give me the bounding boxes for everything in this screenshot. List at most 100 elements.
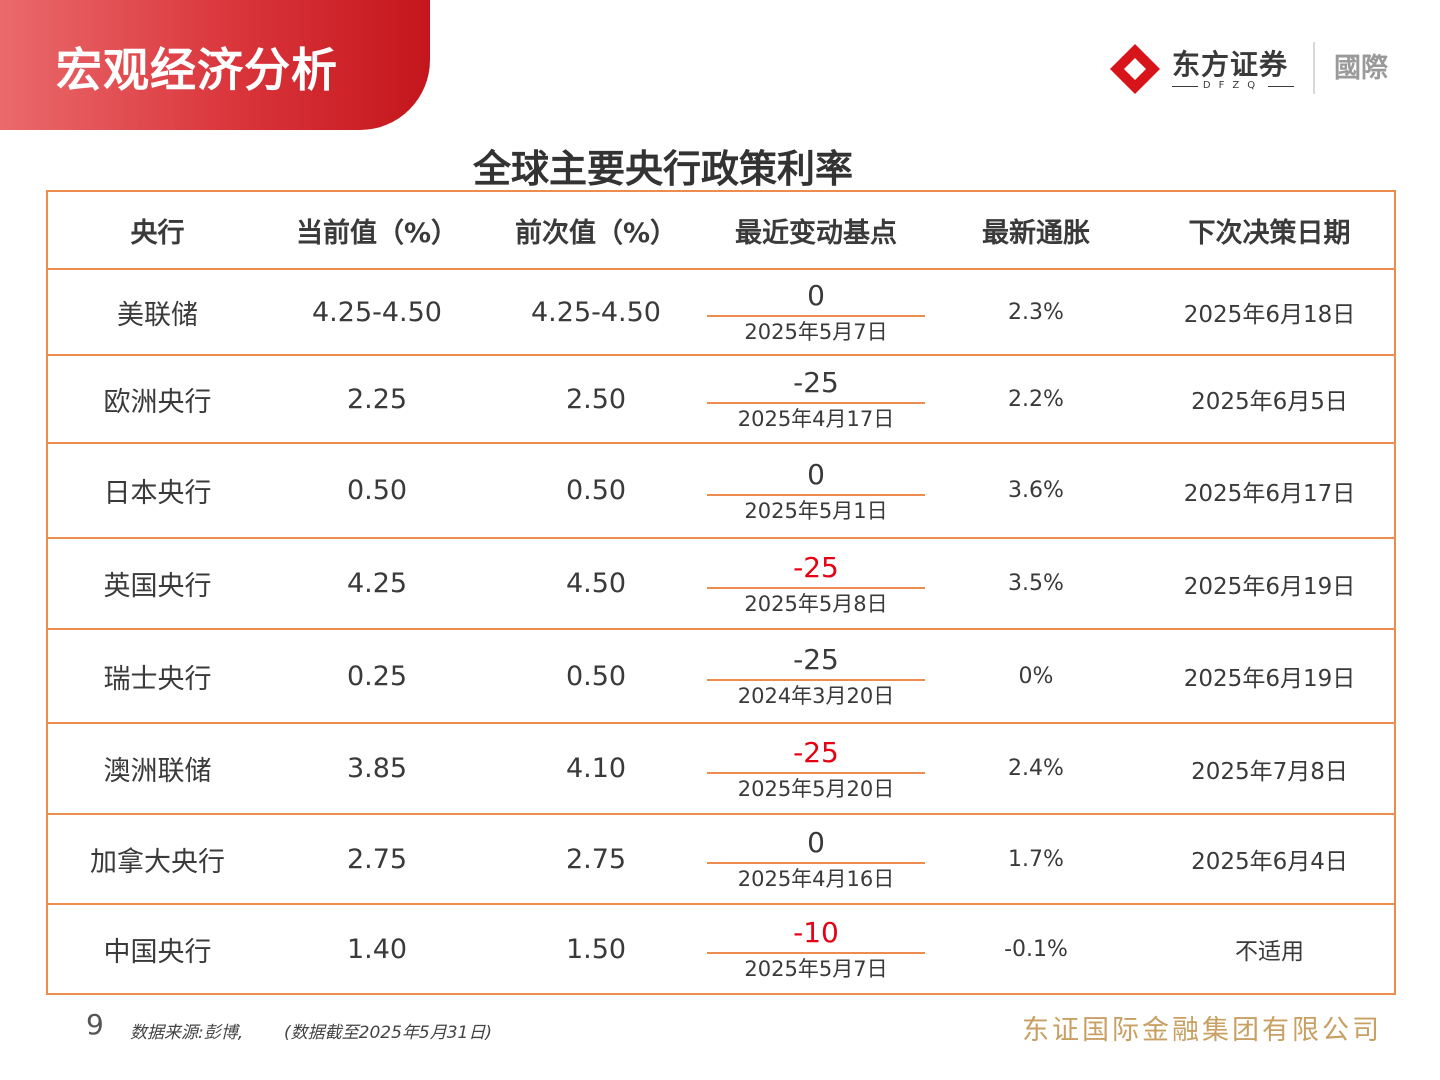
company-name: 东证国际金融集团有限公司 (1022, 1015, 1382, 1046)
banner-title: 宏观经济分析 (56, 43, 338, 97)
logo-international: 國際 (1334, 53, 1388, 84)
diamond-logo-icon (1110, 44, 1160, 94)
change-bp: -25 (793, 643, 839, 676)
next-decision-date: 2025年6月19日 (1145, 537, 1396, 630)
next-decision-date: 2025年6月19日 (1145, 628, 1396, 724)
column-header-change: 最近变动基点 (705, 190, 927, 270)
previous-rate: 0.50 (487, 442, 705, 539)
recent-change-cell: -25 2024年3月20日 (705, 628, 927, 724)
latest-inflation: 3.5% (927, 537, 1145, 630)
current-rate: 3.85 (267, 722, 487, 815)
change-divider (707, 493, 925, 496)
change-date: 2025年4月16日 (737, 867, 895, 891)
change-date: 2025年5月7日 (744, 957, 888, 981)
bank-name: 瑞士央行 (46, 628, 267, 724)
change-date: 2025年4月17日 (737, 407, 895, 431)
column-header-next-date: 下次决策日期 (1145, 190, 1396, 270)
current-rate: 1.40 (267, 903, 487, 995)
change-divider (707, 952, 925, 954)
recent-change-cell: 0 2025年5月1日 (705, 442, 927, 539)
page-number: 9 (86, 1008, 104, 1041)
table-title: 全球主要央行政策利率 (472, 147, 853, 191)
bank-name: 加拿大央行 (46, 813, 267, 905)
change-date: 2025年5月8日 (744, 591, 888, 616)
bank-name: 澳洲联储 (46, 722, 267, 815)
table-row: 美联储 4.25-4.50 4.25-4.50 0 2025年5月7日 2.3%… (46, 268, 1396, 356)
current-rate: 0.50 (267, 442, 487, 539)
previous-rate: 4.10 (487, 722, 705, 815)
next-decision-date: 不适用 (1145, 903, 1396, 995)
next-decision-date: 2025年6月4日 (1145, 813, 1396, 905)
recent-change-cell: -25 2025年5月8日 (705, 537, 927, 630)
latest-inflation: 0% (927, 628, 1145, 724)
table-row: 加拿大央行 2.75 2.75 0 2025年4月16日 1.7% 2025年6… (46, 813, 1396, 905)
current-rate: 2.75 (267, 813, 487, 905)
column-header-inflation: 最新通胀 (927, 190, 1145, 270)
latest-inflation: 2.2% (927, 354, 1145, 444)
previous-rate: 2.75 (487, 813, 705, 905)
previous-rate: 4.25-4.50 (487, 268, 705, 356)
table-header-row: 央行 当前值（%） 前次值（%） 最近变动基点 最新通胀 下次决策日期 (46, 190, 1396, 270)
latest-inflation: 2.4% (927, 722, 1145, 815)
header-banner: 宏观经济分析 (0, 0, 430, 130)
table-row: 中国央行 1.40 1.50 -10 2025年5月7日 -0.1% 不适用 (46, 903, 1396, 995)
current-rate: 2.25 (267, 354, 487, 444)
recent-change-cell: -10 2025年5月7日 (705, 903, 927, 995)
column-header-current: 当前值（%） (267, 190, 487, 270)
change-date: 2024年3月20日 (737, 684, 895, 708)
bank-name: 中国央行 (46, 903, 267, 995)
policy-rate-table: 央行 当前值（%） 前次值（%） 最近变动基点 最新通胀 下次决策日期 美联储 … (46, 190, 1396, 995)
logo-rule-right (1268, 86, 1294, 87)
change-divider (707, 862, 925, 864)
bank-name: 英国央行 (46, 537, 267, 630)
change-divider (707, 402, 925, 404)
change-bp: 0 (807, 457, 825, 491)
next-decision-date: 2025年6月5日 (1145, 354, 1396, 444)
latest-inflation: 1.7% (927, 813, 1145, 905)
change-bp: 0 (807, 279, 825, 312)
logo-rule-left (1172, 86, 1198, 87)
table-row: 英国央行 4.25 4.50 -25 2025年5月8日 3.5% 2025年6… (46, 537, 1396, 630)
table-row: 欧洲央行 2.25 2.50 -25 2025年4月17日 2.2% 2025年… (46, 354, 1396, 444)
change-bp: -10 (793, 916, 839, 949)
current-rate: 4.25 (267, 537, 487, 630)
current-rate: 4.25-4.50 (267, 268, 487, 356)
data-source-note: 数据来源:彭博, (130, 1023, 244, 1043)
next-decision-date: 2025年7月8日 (1145, 722, 1396, 815)
logo-name: 东方证券 (1172, 48, 1289, 81)
next-decision-date: 2025年6月18日 (1145, 268, 1396, 356)
latest-inflation: 2.3% (927, 268, 1145, 356)
change-divider (707, 679, 925, 681)
table-row: 瑞士央行 0.25 0.50 -25 2024年3月20日 0% 2025年6月… (46, 628, 1396, 724)
latest-inflation: 3.6% (927, 442, 1145, 539)
logo-divider (1313, 42, 1315, 94)
logo-subtitle: DFZQ (1202, 80, 1264, 91)
company-logo: 东方证券 DFZQ 國際 (1108, 40, 1408, 100)
bank-name: 美联储 (46, 268, 267, 356)
table-row: 日本央行 0.50 0.50 0 2025年5月1日 3.6% 2025年6月1… (46, 442, 1396, 539)
previous-rate: 0.50 (487, 628, 705, 724)
data-as-of-note: (数据截至2025年5月31日) (284, 1023, 492, 1043)
column-header-previous: 前次值（%） (487, 190, 705, 270)
table-row: 澳洲联储 3.85 4.10 -25 2025年5月20日 2.4% 2025年… (46, 722, 1396, 815)
recent-change-cell: 0 2025年4月16日 (705, 813, 927, 905)
change-date: 2025年5月20日 (737, 776, 895, 801)
column-header-bank: 央行 (46, 190, 267, 270)
change-bp: -25 (793, 735, 839, 769)
previous-rate: 4.50 (487, 537, 705, 630)
change-bp: -25 (793, 550, 839, 584)
change-divider (707, 586, 925, 589)
latest-inflation: -0.1% (927, 903, 1145, 995)
next-decision-date: 2025年6月17日 (1145, 442, 1396, 539)
recent-change-cell: 0 2025年5月7日 (705, 268, 927, 356)
recent-change-cell: -25 2025年5月20日 (705, 722, 927, 815)
previous-rate: 2.50 (487, 354, 705, 444)
current-rate: 0.25 (267, 628, 487, 724)
change-divider (707, 315, 925, 317)
bank-name: 欧洲央行 (46, 354, 267, 444)
bank-name: 日本央行 (46, 442, 267, 539)
change-bp: 0 (807, 826, 825, 859)
change-bp: -25 (793, 366, 839, 399)
recent-change-cell: -25 2025年4月17日 (705, 354, 927, 444)
change-divider (707, 771, 925, 774)
